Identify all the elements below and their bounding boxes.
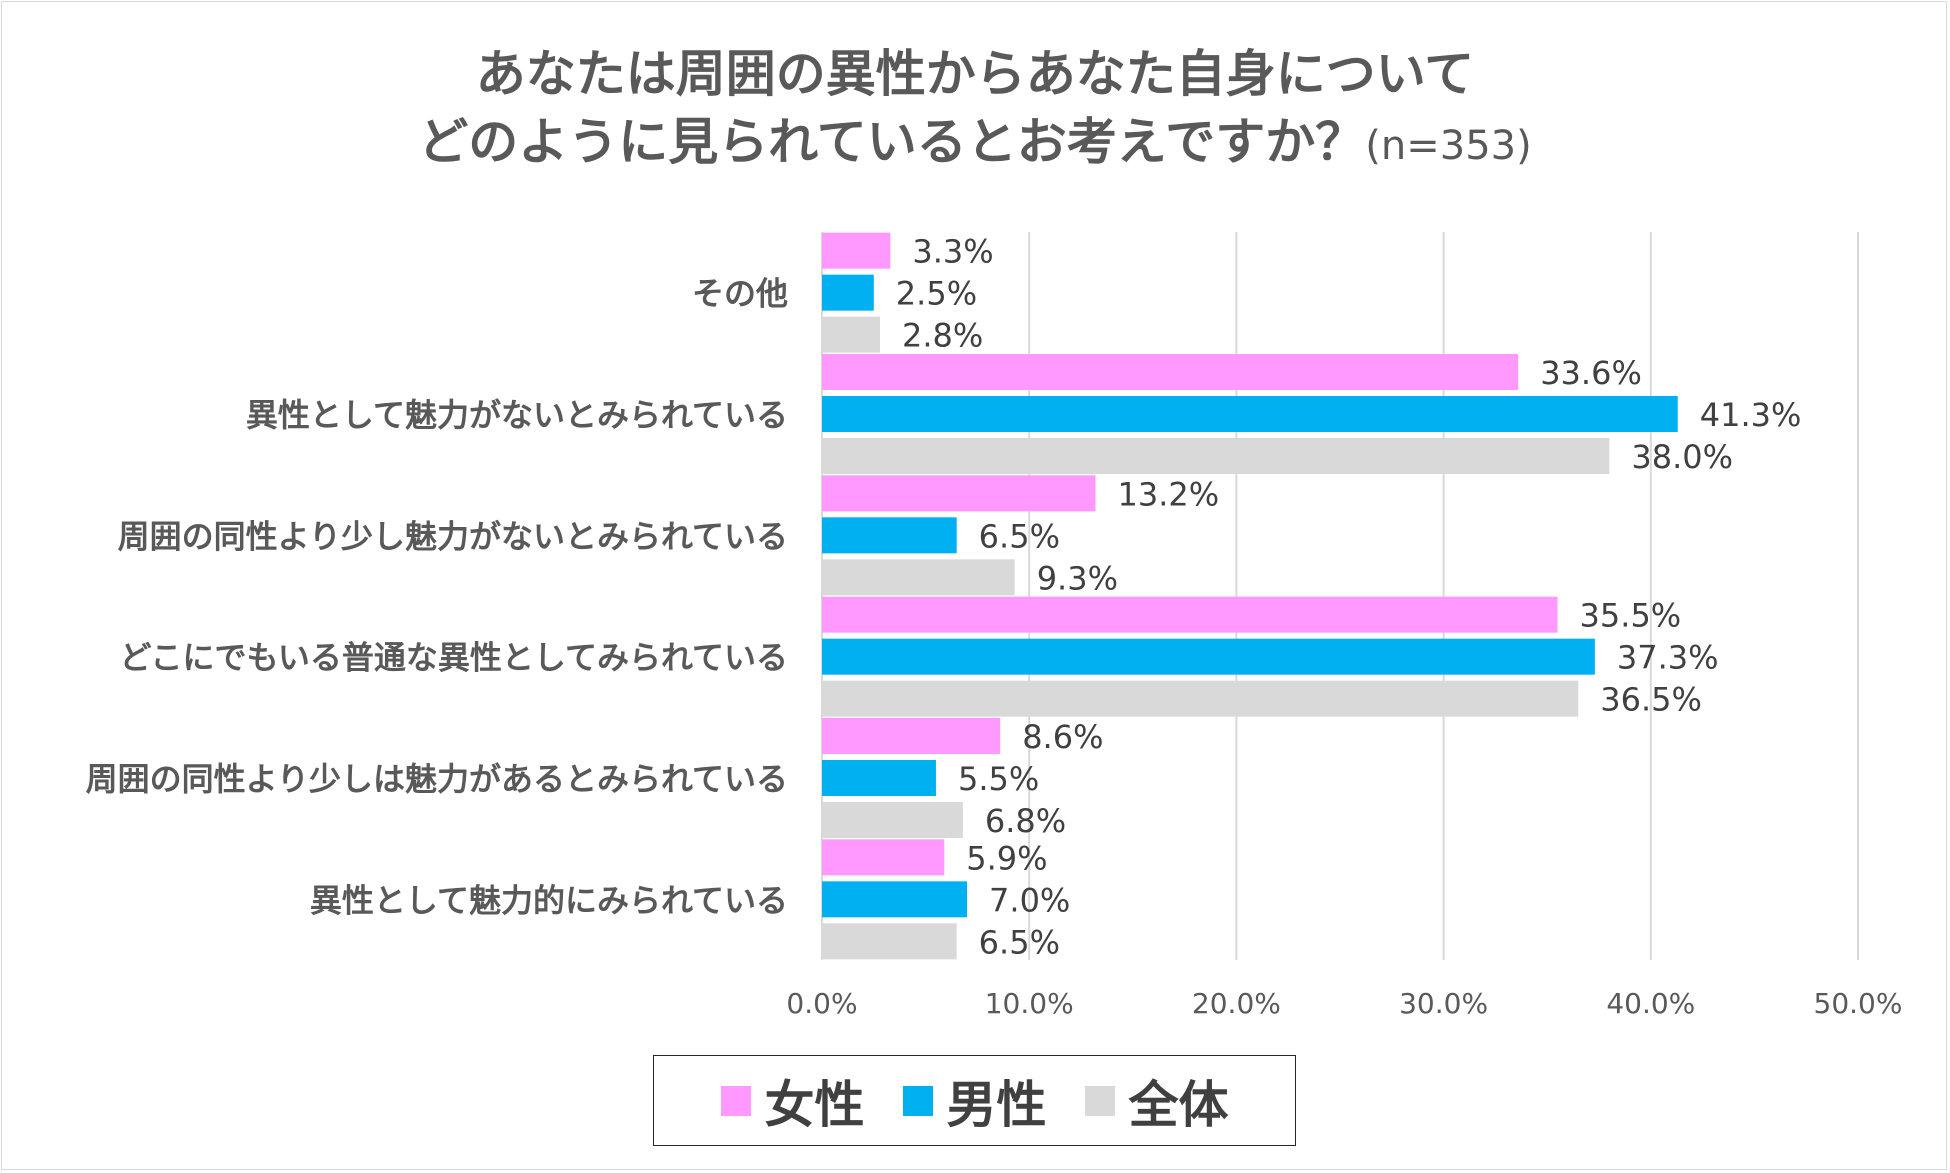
title-line-2: どのように見られているとお考えですか？(n=353) [0,108,1950,180]
data-label-total: 9.3% [1037,559,1118,597]
data-label-male: 6.5% [979,517,1060,555]
category-label: 周囲の同性より少しは魅力があるとみられている [86,760,788,798]
legend-label-male: 男性 [946,1075,1047,1134]
bar-female [822,232,891,269]
legend-item-female: 女性 [720,1065,865,1137]
x-tick-label: 30.0% [1399,987,1488,1020]
bar-male [822,517,957,554]
x-tick-label: 50.0% [1814,987,1903,1020]
data-label-female: 3.3% [912,233,993,271]
chart-title: あなたは周囲の異性からあなた自身について どのように見られているとお考えですか？… [0,40,1950,180]
bar-female [822,839,945,876]
bar-total [822,559,1015,596]
x-tick-label: 0.0% [786,987,857,1020]
legend-label-female: 女性 [764,1075,865,1134]
data-label-male: 5.5% [958,760,1039,798]
category-label: 異性として魅力がないとみられている [246,396,788,434]
bar-total [822,923,957,960]
legend: 女性 男性 全体 [653,1055,1296,1146]
data-label-total: 6.8% [985,802,1066,840]
bar-male [822,638,1595,675]
legend-swatch-male [902,1085,933,1116]
category-label: その他 [692,275,788,313]
data-label-male: 2.5% [896,275,977,313]
data-label-total: 2.8% [902,317,983,355]
bar-male [822,760,936,796]
category-label: どこにでもいる普通な異性としてみられている [120,639,788,677]
data-label-female: 5.9% [966,839,1047,877]
bar-female [822,475,1096,512]
legend-label-total: 全体 [1128,1075,1229,1134]
data-label-female: 33.6% [1540,354,1642,392]
legend-item-total: 全体 [1084,1065,1229,1137]
bar-female [822,354,1519,390]
data-label-female: 8.6% [1022,718,1103,756]
data-label-total: 38.0% [1631,438,1733,476]
x-tick-label: 20.0% [1192,987,1281,1020]
data-label-male: 7.0% [989,881,1070,919]
data-label-total: 6.5% [979,923,1060,961]
bar-total [822,802,963,838]
data-label-total: 36.5% [1600,681,1702,719]
legend-swatch-total [1084,1085,1115,1116]
bar-total [822,680,1579,717]
bar-male [822,396,1678,432]
sample-size-label: (n=353) [1365,123,1532,169]
bar-female [822,718,1001,754]
category-label: 周囲の同性より少し魅力がないとみられている [118,517,788,555]
legend-item-male: 男性 [902,1065,1047,1137]
category-label: 異性として魅力的にみられている [310,881,788,919]
bar-female [822,596,1558,633]
data-label-female: 13.2% [1118,475,1220,513]
x-tick-label: 40.0% [1606,987,1695,1020]
bar-male [822,881,968,918]
bar-male [822,274,874,311]
legend-swatch-female [720,1085,751,1116]
bar-total [822,438,1610,474]
data-label-female: 35.5% [1580,597,1682,635]
data-label-male: 41.3% [1700,396,1802,434]
title-line-1: あなたは周囲の異性からあなた自身について [475,45,1475,103]
title-line-2-text: どのように見られているとお考えですか？ [418,113,1366,171]
bar-total [822,316,881,353]
data-label-male: 37.3% [1617,639,1719,677]
x-tick-label: 10.0% [985,987,1074,1020]
